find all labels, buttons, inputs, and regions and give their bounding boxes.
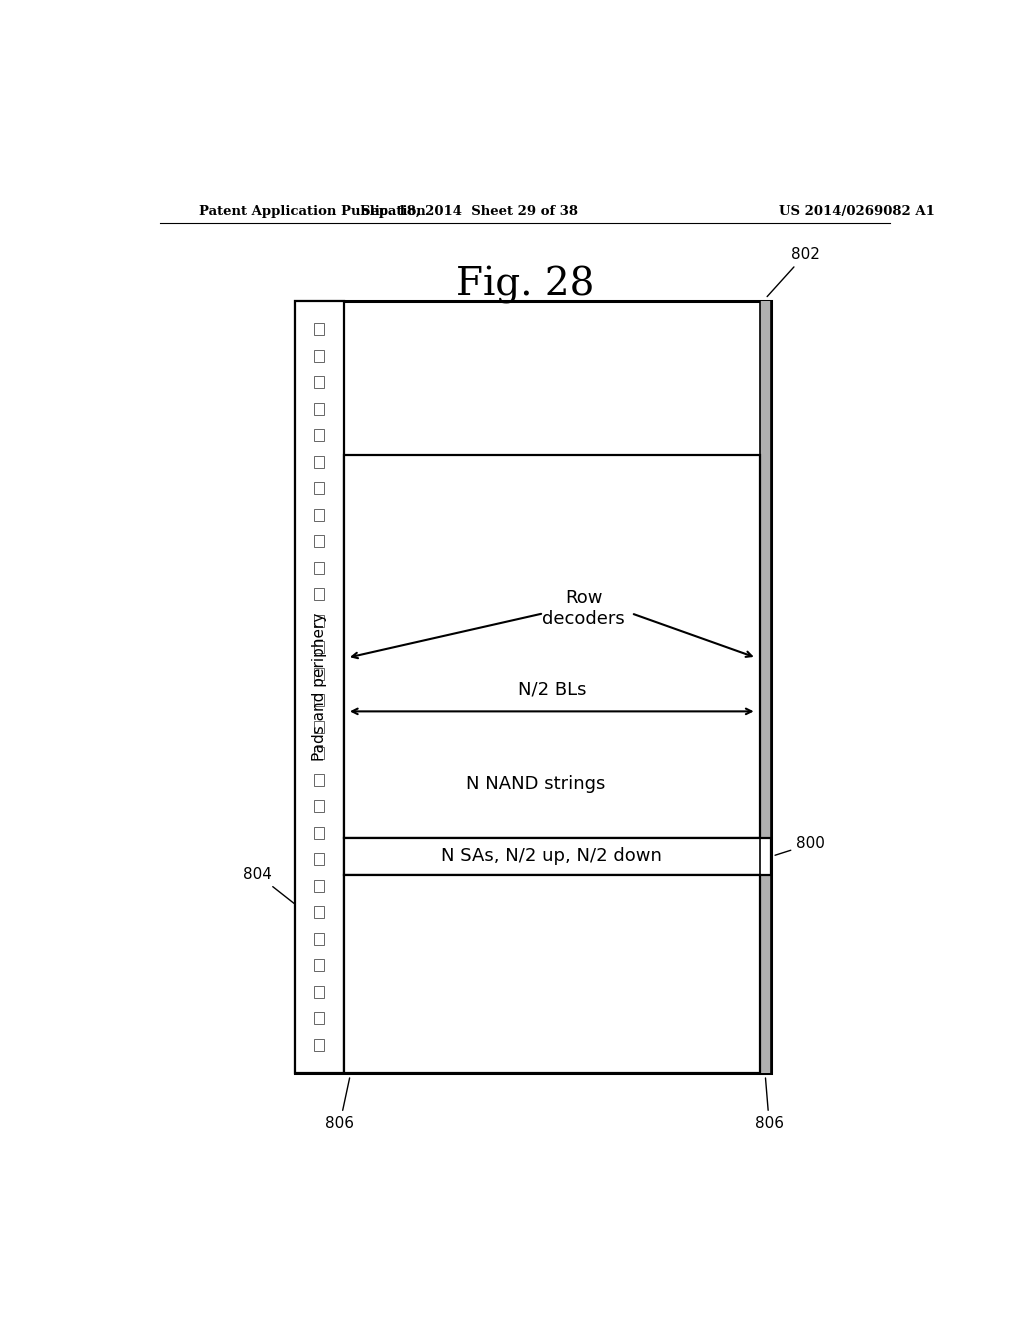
Bar	[314, 350, 324, 362]
Bar	[314, 694, 324, 706]
Bar	[314, 1012, 324, 1024]
Bar	[314, 747, 324, 759]
Bar	[344, 455, 760, 838]
Text: Patent Application Publication: Patent Application Publication	[200, 205, 426, 218]
Bar	[760, 301, 771, 1073]
Bar	[314, 906, 324, 919]
Bar	[314, 508, 324, 521]
Text: Row
decoders: Row decoders	[542, 589, 625, 627]
Text: N/2 BLs: N/2 BLs	[517, 680, 586, 698]
Bar	[295, 301, 344, 1073]
Bar	[314, 615, 324, 627]
Text: N NAND strings: N NAND strings	[466, 775, 605, 793]
Bar	[314, 376, 324, 388]
Text: Pads and periphery: Pads and periphery	[311, 612, 327, 762]
Bar	[314, 774, 324, 785]
Text: 800: 800	[775, 837, 825, 855]
Text: N SAs, N/2 up, N/2 down: N SAs, N/2 up, N/2 down	[441, 847, 663, 865]
Text: 804: 804	[243, 867, 294, 903]
Bar	[314, 535, 324, 548]
Bar	[314, 932, 324, 945]
Text: US 2014/0269082 A1: US 2014/0269082 A1	[778, 205, 935, 218]
Text: 802: 802	[767, 247, 819, 297]
Bar	[314, 589, 324, 601]
Bar	[314, 800, 324, 812]
Bar	[314, 853, 324, 866]
Bar	[344, 875, 760, 1073]
Bar	[314, 668, 324, 680]
Bar	[314, 960, 324, 972]
Bar	[344, 838, 771, 875]
Text: Sep. 18, 2014  Sheet 29 of 38: Sep. 18, 2014 Sheet 29 of 38	[360, 205, 578, 218]
Text: Fig. 28: Fig. 28	[456, 267, 594, 305]
Bar	[314, 986, 324, 998]
Bar	[314, 1039, 324, 1051]
Text: 806: 806	[755, 1078, 783, 1131]
Bar	[314, 455, 324, 467]
Bar	[314, 561, 324, 574]
Bar	[314, 642, 324, 653]
Bar	[314, 482, 324, 494]
Text: 806: 806	[326, 1078, 354, 1131]
Bar	[295, 301, 771, 1073]
Bar	[314, 403, 324, 414]
Bar	[314, 323, 324, 335]
Bar	[314, 826, 324, 838]
Bar	[314, 721, 324, 733]
Bar	[314, 429, 324, 441]
Bar	[314, 879, 324, 892]
